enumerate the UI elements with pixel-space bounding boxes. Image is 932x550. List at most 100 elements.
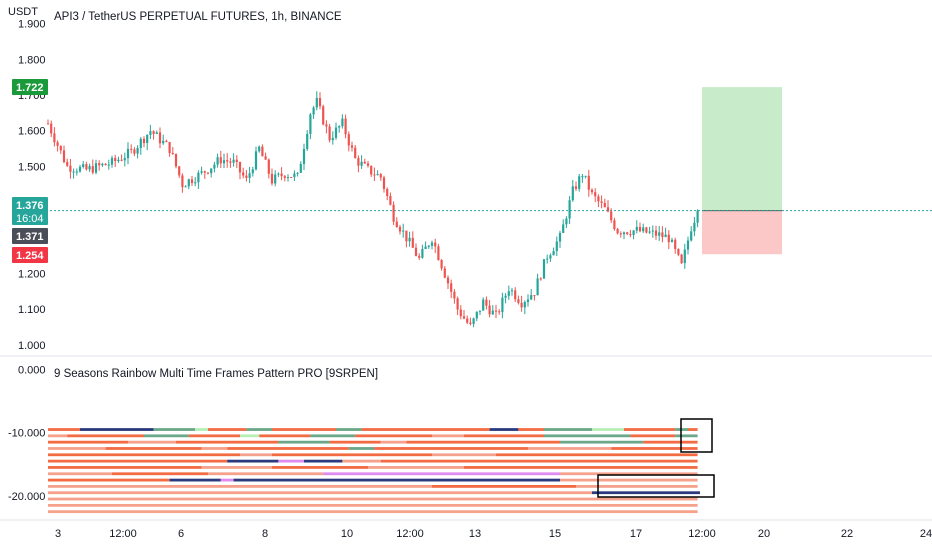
candle-body [181,175,184,188]
rainbow-segment [374,447,528,450]
price-tick-label: 1.100 [18,304,46,316]
rainbow-segment [48,472,112,476]
rainbow-segment [227,447,349,450]
candle-body [334,127,338,138]
candle-body [277,173,280,175]
candle-body [248,173,251,178]
candle-body [405,230,408,242]
candle-body [574,186,578,189]
rainbow-segment [489,428,519,431]
rainbow-segment [240,434,260,438]
candle-body [683,249,686,264]
candle-body [357,158,360,166]
candle-body [603,202,606,208]
rainbow-segment [246,428,272,431]
rainbow-segment [624,428,676,431]
candle-body [306,133,309,149]
rainbow-segment [67,434,144,438]
candle-body [213,164,216,169]
candle-body [594,192,597,197]
rainbow-segment [48,447,106,450]
candle-body [485,299,488,306]
candle-body [312,107,315,115]
candle-body [606,207,610,212]
candle-body [360,161,363,166]
candle-body [469,322,472,325]
candle-body [587,175,590,190]
candle-body [635,226,638,231]
candle-body [546,258,549,260]
candle-body [72,171,75,173]
candle-body [526,299,530,303]
time-tick-label: 22 [841,528,853,540]
candle-body [434,242,437,247]
candle-body [216,157,219,165]
candle-body [142,138,146,144]
candle-body [619,233,622,235]
rainbow-segment [432,453,496,457]
candle-body [251,169,254,174]
candle-body [219,157,222,164]
current-price-tag: 1.376 16:04 [12,197,48,225]
candle-body [222,160,226,164]
target-price-value: 1.722 [16,82,44,94]
candle-body [690,231,693,241]
candle-body [197,172,200,183]
candle-body [344,118,347,135]
time-tick-label: 13 [469,528,481,540]
rainbow-segment [233,478,560,482]
rainbow-segment [48,497,698,501]
price-tick-label: 1.000 [18,340,46,352]
indicator-axis[interactable]: 0.000 -10.000 -20.000 [8,364,46,502]
rainbow-segment [195,428,208,431]
candle-body [232,159,235,163]
candle-body [408,237,411,242]
rainbow-segment [304,459,343,463]
candle-body [552,251,555,256]
rainbow-segment [201,447,228,450]
rainbow-segment [201,466,272,469]
rainbow-segment [355,434,432,438]
last-price-tag: 1.371 [12,228,48,244]
rainbow-segment [560,440,644,444]
candle-body [238,162,242,173]
rainbow-segment [48,491,592,495]
candle-body [162,140,165,144]
time-tick-label: 15 [549,528,561,540]
candle-body [114,157,117,162]
candle-body [258,146,261,152]
candle-body [520,302,523,308]
candle-body [453,291,456,299]
candle-body [379,174,382,178]
rainbow-segment [48,459,228,463]
symbol-title: API3 / TetherUS PERPETUAL FUTURES, 1h, B… [54,11,342,23]
candle-body [174,153,178,167]
stop-price-tag: 1.254 [12,247,48,263]
time-axis[interactable]: 3 12:00 6 8 10 12:00 13 15 17 12:00 20 22 24 [55,528,932,540]
candle-body [168,142,171,153]
candle-body [206,172,210,174]
candle-body [507,291,510,296]
candle-body [146,134,149,144]
candle-body [667,234,670,243]
rainbow-segment [48,510,698,514]
candle-body [674,239,677,249]
candle-body [226,160,229,162]
candle-body [283,176,286,178]
price-pane[interactable] [46,87,932,328]
candle-body [443,268,446,278]
candle-body [126,148,130,159]
time-tick-label: 8 [262,528,268,540]
rainbow-segment [544,428,592,431]
rainbow-segment [188,434,240,438]
candle-body [261,146,264,157]
candle-body [613,220,616,230]
position-zones [702,87,782,255]
candle-body [629,234,632,236]
price-axis[interactable]: 1.0001.1001.2001.3001.4001.5001.6001.700… [18,19,46,352]
candle-body [264,156,267,160]
candle-body [568,200,571,219]
candle-body [296,172,299,174]
rainbow-segment [48,503,698,507]
